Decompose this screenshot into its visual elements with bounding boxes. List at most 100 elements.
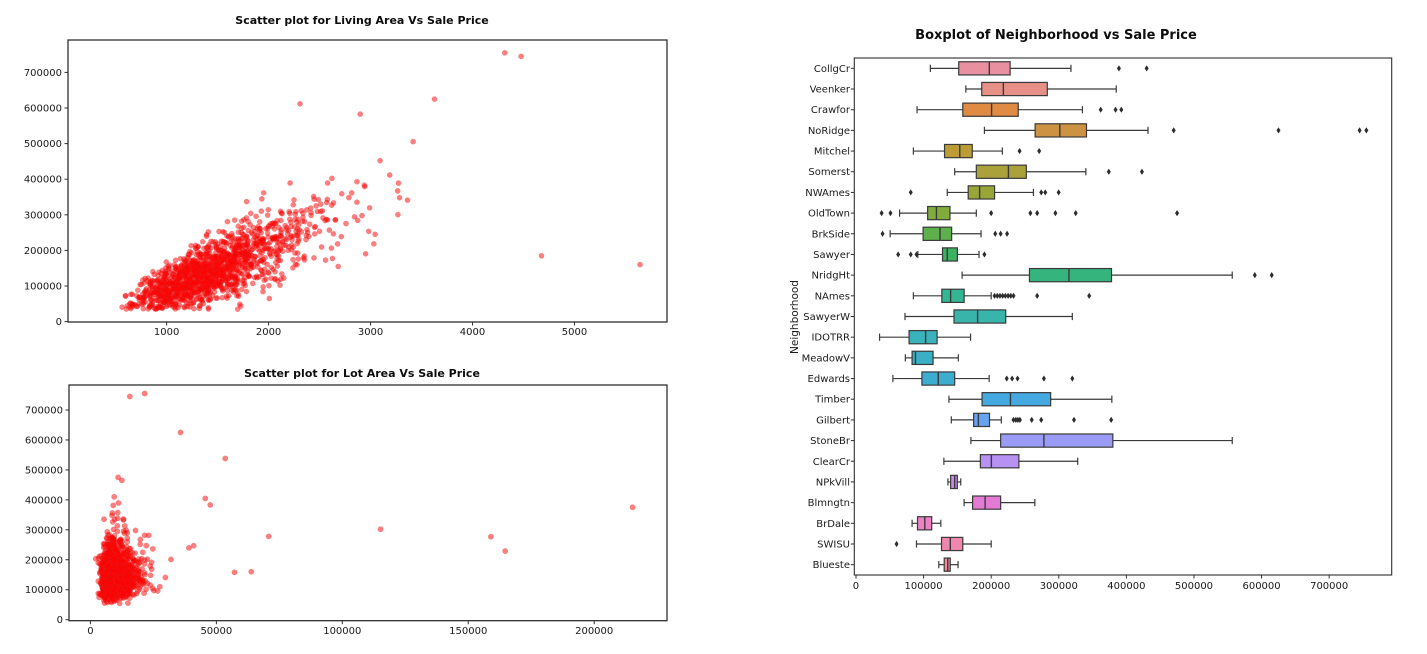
y-tick-label: 200000 <box>24 246 62 257</box>
data-point <box>361 183 368 190</box>
data-point <box>394 188 401 194</box>
data-point <box>228 269 235 276</box>
outlier-diamond <box>1011 416 1016 423</box>
data-point <box>115 499 122 506</box>
outlier-diamond <box>896 251 901 258</box>
data-point <box>267 251 273 257</box>
data-point <box>208 245 214 251</box>
iqr-box <box>941 247 958 262</box>
data-point <box>276 247 283 254</box>
data-point <box>188 249 195 256</box>
data-point <box>141 569 148 576</box>
data-point <box>395 211 401 218</box>
data-point <box>120 516 127 523</box>
data-point <box>629 504 636 511</box>
data-point <box>137 541 144 548</box>
outlier-diamond <box>1010 375 1015 382</box>
category-label: Blueste <box>813 560 850 571</box>
data-point <box>110 526 117 533</box>
data-point <box>119 304 125 310</box>
data-point <box>247 210 254 217</box>
data-point <box>110 568 117 575</box>
iqr-box <box>981 81 1048 97</box>
data-point <box>294 240 300 247</box>
data-point <box>277 208 284 215</box>
data-point <box>129 580 136 587</box>
data-point <box>359 212 365 219</box>
data-point <box>258 208 265 214</box>
data-point <box>95 590 102 597</box>
data-point <box>357 111 364 117</box>
y-tick-label: 100000 <box>25 585 63 596</box>
data-point <box>199 238 206 245</box>
data-point <box>196 292 203 298</box>
data-point <box>292 261 299 268</box>
data-point <box>127 561 133 568</box>
category-label: Timber <box>814 395 851 406</box>
data-point <box>270 236 276 243</box>
iqr-box <box>941 288 965 304</box>
x-tick-label: 300000 <box>1040 581 1078 592</box>
data-point <box>158 304 165 311</box>
data-point <box>410 138 416 145</box>
outlier-diamond <box>1116 65 1121 72</box>
data-point <box>366 204 373 211</box>
y-tick-label: 400000 <box>25 495 63 506</box>
data-point <box>234 306 241 312</box>
data-point <box>316 228 323 235</box>
data-point <box>265 270 272 276</box>
data-point <box>189 285 195 292</box>
scatter-points <box>119 49 643 313</box>
data-point <box>140 296 147 303</box>
data-point <box>95 555 102 562</box>
category-label: BrDale <box>816 519 850 530</box>
x-tick-label: 0 <box>87 626 93 637</box>
outlier-diamond <box>1139 168 1144 175</box>
data-point <box>110 502 117 509</box>
box-row-npkvill: NPkVill <box>816 474 962 490</box>
category-label: Mitchel <box>814 147 850 158</box>
data-point <box>272 220 278 227</box>
data-point <box>238 286 245 293</box>
data-point <box>114 509 121 516</box>
box-row-crawfor: Crawfor <box>811 102 1124 117</box>
data-point <box>126 393 133 400</box>
data-point <box>288 242 295 248</box>
data-point <box>151 289 157 296</box>
category-label: SWISU <box>817 539 850 550</box>
category-label: NPkVill <box>816 477 850 488</box>
data-point <box>362 250 369 257</box>
data-point <box>100 587 107 594</box>
data-point <box>104 540 110 547</box>
data-point <box>235 293 242 300</box>
data-point <box>105 579 112 586</box>
data-point <box>202 251 209 258</box>
data-point <box>131 574 137 581</box>
category-label: Gilbert <box>816 415 850 426</box>
data-point <box>319 208 326 214</box>
outlier-diamond <box>1006 292 1011 299</box>
data-point <box>277 232 283 239</box>
data-point <box>196 286 203 293</box>
x-tick-label: 200000 <box>972 581 1010 592</box>
data-point <box>117 536 124 543</box>
data-point <box>255 223 261 230</box>
category-label: Veenker <box>810 85 851 96</box>
data-point <box>236 255 242 262</box>
data-point <box>502 548 509 555</box>
outlier-diamond <box>997 292 1002 299</box>
data-point <box>143 586 150 593</box>
outlier-diamond <box>995 292 1000 299</box>
data-point <box>249 246 256 252</box>
data-point <box>133 293 140 299</box>
data-point <box>185 544 192 551</box>
x-tick-label: 5000 <box>562 327 587 338</box>
category-label: NWAmes <box>805 188 850 199</box>
data-point <box>308 209 314 216</box>
data-point <box>260 284 266 290</box>
data-point <box>287 219 294 226</box>
data-point <box>253 213 259 220</box>
box-row-brkside: BrkSide <box>812 226 1010 241</box>
x-tick-label: 100000 <box>323 626 361 637</box>
data-point <box>318 244 325 250</box>
